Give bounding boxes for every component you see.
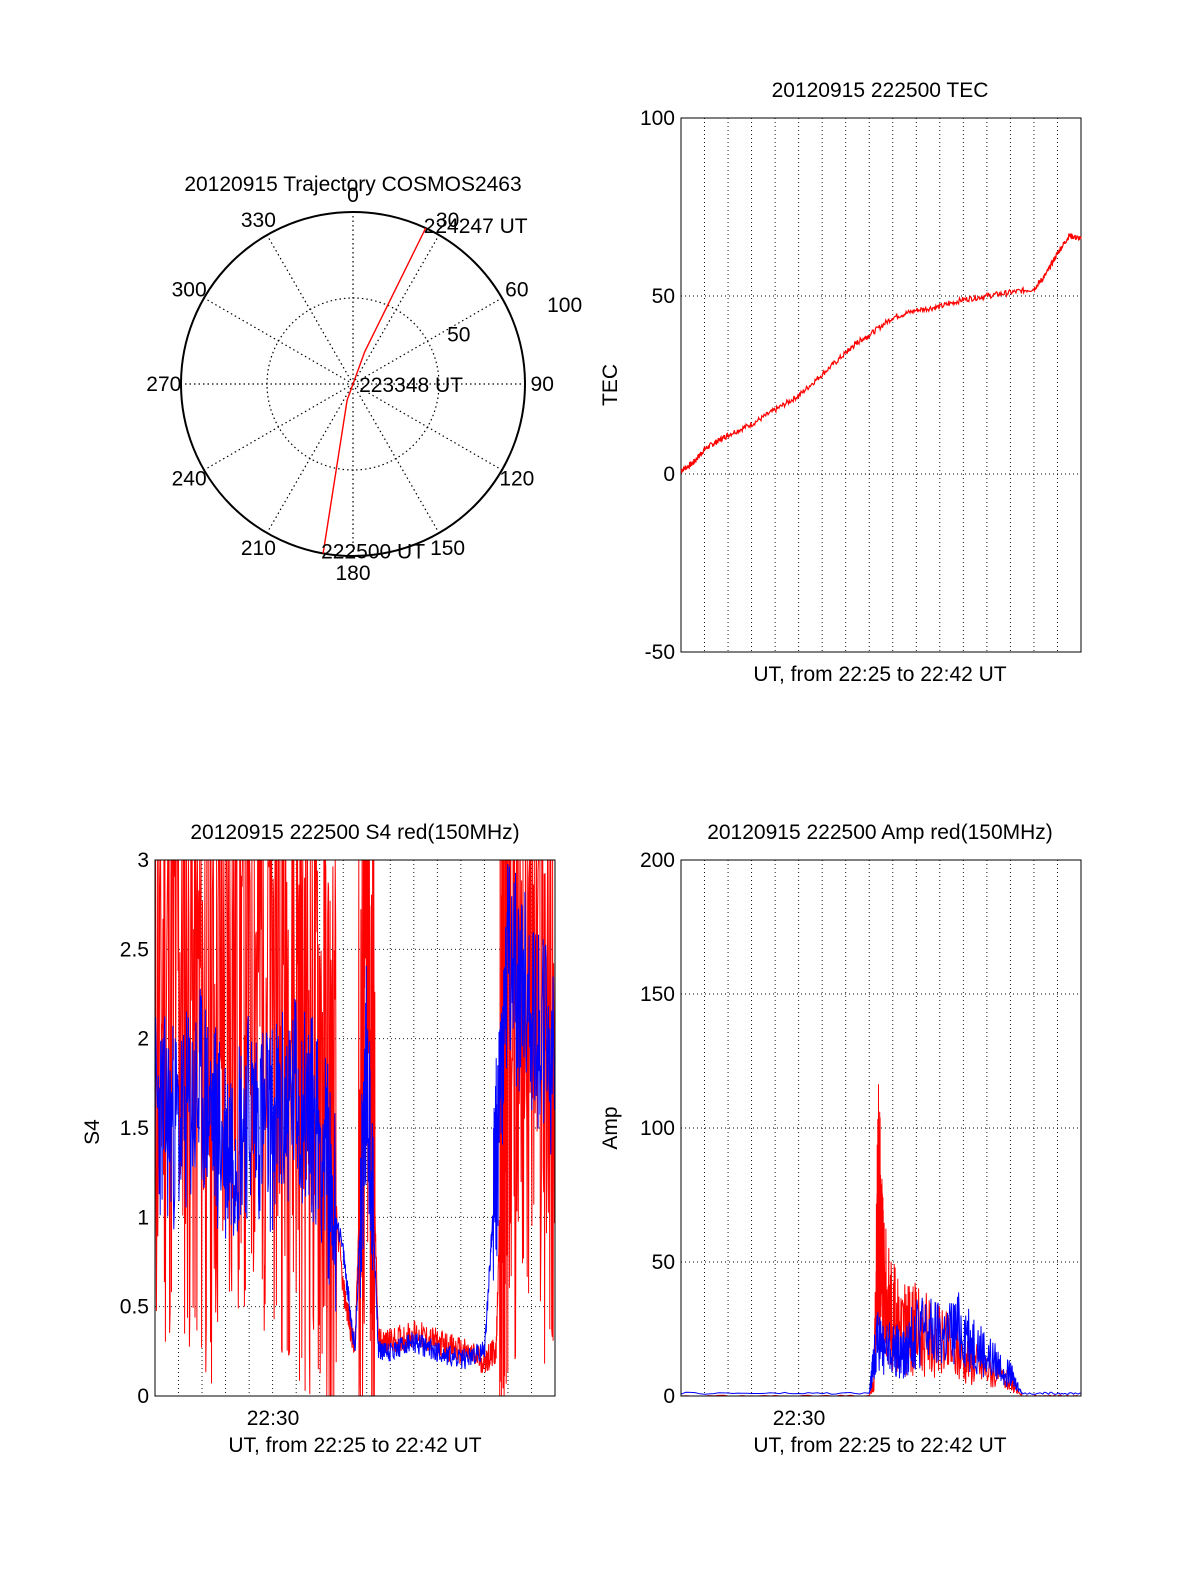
polar-spoke — [352, 297, 503, 385]
polar-angle-tick-label: 150 — [430, 537, 465, 560]
tec-ylabel: TEC — [599, 364, 622, 406]
amp-y-tick-labels: 0 50 100 150 200 — [640, 849, 675, 1408]
polar-angle-tick-label: 0 — [347, 184, 359, 207]
tec-title: 20120915 222500 TEC — [772, 79, 989, 102]
y-tick-label: 0 — [663, 1385, 675, 1408]
polar-radial-labels: 50 100 — [447, 294, 582, 346]
polar-angle-tick-label: 330 — [241, 209, 276, 232]
polar-track-line — [322, 227, 427, 554]
amp-plot: 20120915 222500 Amp red(150MHz) 0 50 100 15… — [599, 821, 1082, 1457]
polar-spoke — [203, 383, 354, 471]
s4-blue-series-line — [154, 864, 556, 1370]
amp-blue-series-line — [680, 1292, 1081, 1395]
y-tick-label: 150 — [640, 983, 675, 1006]
polar-spoke — [203, 297, 354, 385]
tec-series-line — [680, 233, 1082, 475]
polar-radial-tick-label: 100 — [547, 294, 582, 317]
polar-track-time-label: 224247 UT — [424, 215, 528, 238]
tec-plot: 20120915 222500 TEC -50 0 50 100 TEC UT, fr… — [599, 79, 1082, 686]
polar-radial-tick-label: 50 — [447, 324, 470, 347]
s4-ylabel: S4 — [81, 1119, 104, 1145]
polar-spoke — [266, 234, 354, 385]
polar-angle-tick-label: 180 — [335, 562, 370, 585]
y-tick-label: 2.5 — [120, 938, 149, 961]
amp-grid — [681, 860, 1081, 1396]
s4-plot-frame — [154, 859, 556, 1397]
y-tick-label: 50 — [652, 285, 675, 308]
polar-angle-tick-label: 120 — [499, 468, 534, 491]
amp-title: 20120915 222500 Amp red(150MHz) — [707, 821, 1053, 844]
y-tick-label: 0 — [663, 463, 675, 486]
y-tick-label: 1.5 — [120, 1117, 149, 1140]
s4-xlabel: UT, from 22:25 to 22:42 UT — [228, 1434, 481, 1457]
tec-plot-frame — [680, 117, 1082, 653]
s4-y-tick-labels: 0 0.5 1 1.5 2 2.5 3 — [120, 849, 149, 1408]
amp-plot-frame — [680, 859, 1082, 1397]
polar-angle-tick-label: 300 — [172, 278, 207, 301]
polar-spoke — [266, 383, 354, 534]
y-tick-label: 100 — [640, 107, 675, 130]
y-tick-label: 50 — [652, 1251, 675, 1274]
polar-spoke — [352, 383, 503, 471]
polar-angle-labels: 0 30 60 90 120 150 180 210 240 270 300 330 — [146, 184, 554, 585]
amp-xlabel: UT, from 22:25 to 22:42 UT — [753, 1434, 1006, 1457]
y-tick-label: 100 — [640, 1117, 675, 1140]
polar-angle-tick-label: 30 — [436, 209, 459, 232]
tec-xlabel: UT, from 22:25 to 22:42 UT — [753, 663, 1006, 686]
amp-ylabel: Amp — [599, 1106, 622, 1149]
y-tick-label: 200 — [640, 849, 675, 872]
y-tick-label: 2 — [137, 1028, 149, 1051]
polar-grid — [180, 211, 526, 557]
polar-spoke — [352, 383, 440, 534]
polar-title: 20120915 Trajectory COSMOS2463 — [184, 173, 521, 196]
polar-angle-tick-label: 270 — [146, 373, 181, 396]
polar-spoke — [352, 234, 440, 385]
y-tick-label: 3 — [137, 849, 149, 872]
polar-track-time-label: 223348 UT — [359, 374, 463, 397]
polar-angle-tick-label: 60 — [505, 278, 528, 301]
tec-y-tick-labels: -50 0 50 100 — [640, 107, 675, 664]
amp-xtick-label: 22:30 — [773, 1407, 826, 1430]
trajectory-polar-plot: 20120915 Trajectory COSMOS2463 0 30 60 90 12… — [146, 173, 582, 585]
polar-angle-tick-label: 210 — [241, 537, 276, 560]
polar-angle-tick-label: 240 — [172, 468, 207, 491]
y-tick-label: 1 — [137, 1206, 149, 1229]
s4-xtick-label: 22:30 — [247, 1407, 300, 1430]
s4-plot: 20120915 222500 S4 red(150MHz) 0 0.5 1 1.5 2… — [81, 821, 556, 1457]
y-tick-label: 0.5 — [120, 1296, 149, 1319]
polar-track-time-label: 222500 UT — [321, 540, 425, 563]
polar-track-labels: 222500 UT 223348 UT 224247 UT — [321, 215, 528, 563]
polar-track — [322, 227, 427, 554]
y-tick-label: 0 — [137, 1385, 149, 1408]
tec-grid — [681, 118, 1081, 652]
polar-angle-tick-label: 90 — [531, 373, 554, 396]
s4-title: 20120915 222500 S4 red(150MHz) — [190, 821, 519, 844]
y-tick-label: -50 — [645, 641, 675, 664]
